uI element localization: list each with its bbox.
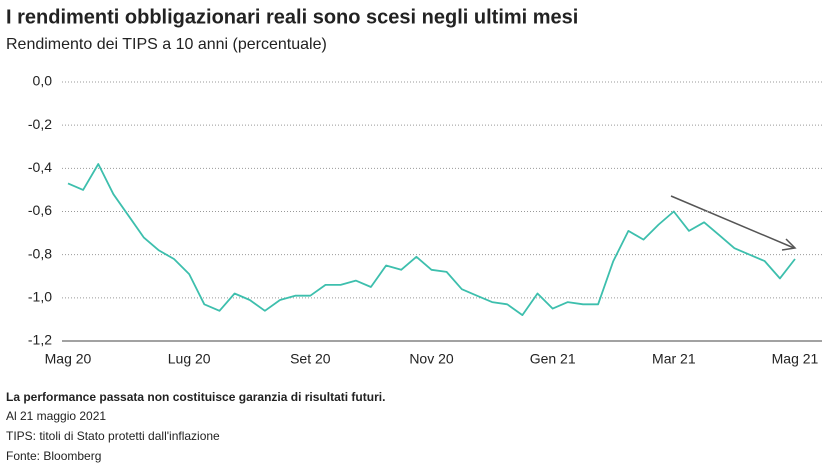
footnote: La performance passata non costituisce g… xyxy=(6,390,385,404)
x-tick-label: Mar 21 xyxy=(652,351,696,367)
x-tick-label: Set 20 xyxy=(290,351,331,367)
x-tick-label: Nov 20 xyxy=(409,351,454,367)
y-tick-label: -1,0 xyxy=(28,289,52,305)
footnote: Al 21 maggio 2021 xyxy=(6,409,106,423)
chart-subtitle: Rendimento dei TIPS a 10 anni (percentua… xyxy=(6,36,327,53)
y-tick-label: -0,8 xyxy=(28,245,52,261)
y-tick-label: -0,6 xyxy=(28,202,52,218)
chart-title: I rendimenti obbligazionari reali sono s… xyxy=(6,6,578,28)
y-tick-label: -0,4 xyxy=(28,159,52,175)
y-tick-label: 0,0 xyxy=(33,73,53,89)
y-tick-label: -1,2 xyxy=(28,332,52,348)
trend-arrow xyxy=(670,195,797,251)
footnote: TIPS: titoli di Stato protetti dall'infl… xyxy=(6,429,220,443)
footnote: Fonte: Bloomberg xyxy=(6,449,101,463)
x-tick-label: Lug 20 xyxy=(168,351,211,367)
x-tick-label: Gen 21 xyxy=(530,351,576,367)
data-line xyxy=(67,163,796,316)
x-tick-label: Mag 20 xyxy=(45,351,92,367)
y-tick-label: -0,2 xyxy=(28,116,52,132)
x-tick-label: Mag 21 xyxy=(772,351,819,367)
